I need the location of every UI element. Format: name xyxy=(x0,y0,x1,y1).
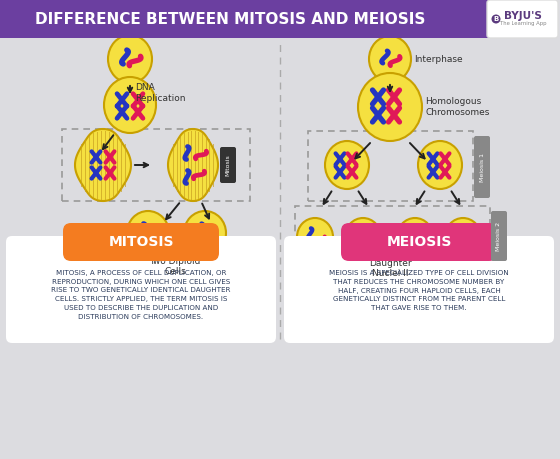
Text: Mitosis: Mitosis xyxy=(226,154,231,176)
Text: DIFFERENCE BETWEEN MITOSIS AND MEIOSIS: DIFFERENCE BETWEEN MITOSIS AND MEIOSIS xyxy=(35,11,425,27)
Text: The Learning App: The Learning App xyxy=(500,22,546,27)
Ellipse shape xyxy=(492,15,501,23)
Text: DNA
Replication: DNA Replication xyxy=(135,83,185,103)
Text: Interphase: Interphase xyxy=(414,55,463,63)
Polygon shape xyxy=(168,129,218,201)
Ellipse shape xyxy=(369,36,411,82)
FancyBboxPatch shape xyxy=(6,236,276,343)
Text: Meiosis 2: Meiosis 2 xyxy=(497,221,502,251)
Text: Homologous
Chromosomes: Homologous Chromosomes xyxy=(425,97,489,117)
FancyBboxPatch shape xyxy=(220,147,236,183)
Text: MEIOSIS: MEIOSIS xyxy=(386,235,452,249)
Text: MITOSIS, A PROCESS OF CELL DUPLICATION, OR
REPRODUCTION, DURING WHICH ONE CELL G: MITOSIS, A PROCESS OF CELL DUPLICATION, … xyxy=(52,270,231,320)
Ellipse shape xyxy=(297,218,333,256)
Text: BYJU'S: BYJU'S xyxy=(504,11,542,21)
FancyBboxPatch shape xyxy=(63,223,219,261)
Ellipse shape xyxy=(127,211,169,255)
Ellipse shape xyxy=(184,211,226,255)
Text: Meiosis 1: Meiosis 1 xyxy=(479,152,484,181)
Ellipse shape xyxy=(418,141,462,189)
Ellipse shape xyxy=(108,35,152,83)
FancyBboxPatch shape xyxy=(284,236,554,343)
Ellipse shape xyxy=(358,73,422,141)
Text: B: B xyxy=(493,16,498,22)
Ellipse shape xyxy=(345,218,381,256)
FancyBboxPatch shape xyxy=(474,136,490,198)
Ellipse shape xyxy=(445,218,481,256)
FancyBboxPatch shape xyxy=(491,211,507,261)
FancyBboxPatch shape xyxy=(0,0,480,38)
Polygon shape xyxy=(75,129,131,201)
Ellipse shape xyxy=(325,141,369,189)
Text: MEIOSIS IS A SPECIALIZED TYPE OF CELL DIVISION
THAT REDUCES THE CHROMOSOME NUMBE: MEIOSIS IS A SPECIALIZED TYPE OF CELL DI… xyxy=(329,270,509,311)
Text: Daughter
Nuclei II: Daughter Nuclei II xyxy=(368,259,411,279)
Text: MITOSIS: MITOSIS xyxy=(108,235,174,249)
Ellipse shape xyxy=(104,77,156,133)
Ellipse shape xyxy=(397,218,433,256)
FancyBboxPatch shape xyxy=(341,223,497,261)
Text: Two Diploid
Cells: Two Diploid Cells xyxy=(150,257,200,276)
FancyBboxPatch shape xyxy=(487,0,558,38)
FancyBboxPatch shape xyxy=(460,0,510,38)
